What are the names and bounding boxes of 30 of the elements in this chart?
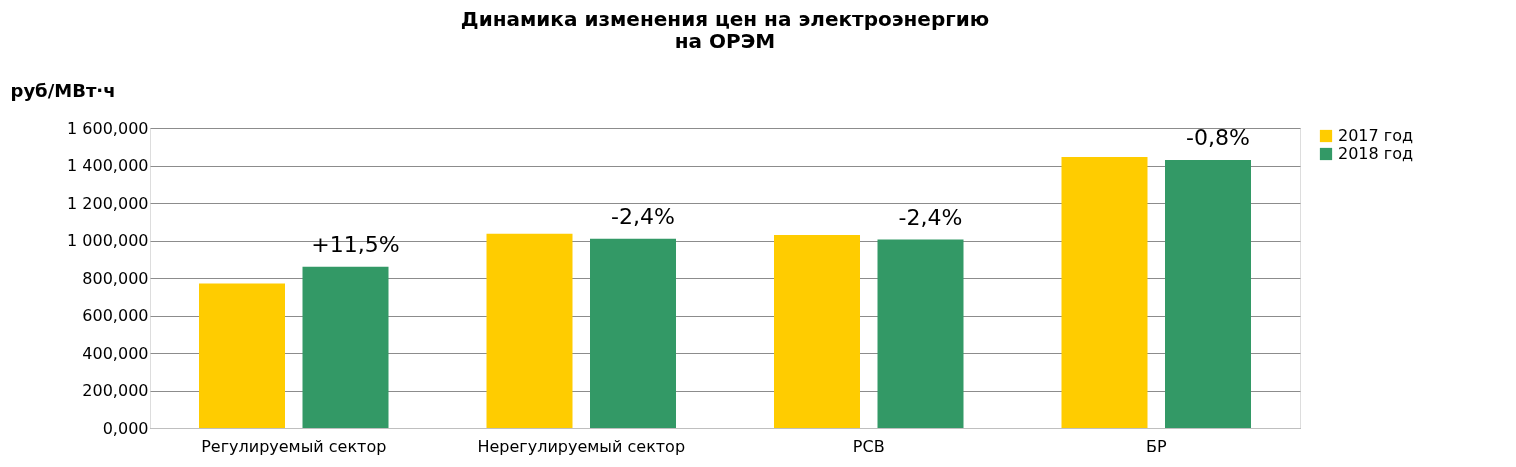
bar	[590, 238, 676, 428]
bar	[199, 283, 285, 428]
y-tick-label: 400,000	[82, 343, 149, 363]
text: на ОРЭМ	[674, 29, 776, 53]
y-tick-label: 1 200,000	[67, 193, 149, 213]
annotation: +11,5%	[311, 231, 400, 257]
y-tick-label: 200,000	[82, 381, 149, 400]
y-tick-label: 800,000	[82, 268, 149, 288]
bar	[486, 233, 573, 428]
y-axis-title: руб/МВт·ч	[10, 79, 116, 101]
legend-label: 2018 год	[1338, 144, 1414, 163]
x-tick-label: РСВ	[852, 436, 885, 456]
bar	[774, 234, 860, 428]
x-tick-label: Нерегулируемый сектор	[477, 436, 686, 456]
bar	[877, 239, 964, 428]
y-tick-label: 1 000,000	[67, 231, 149, 250]
annotation: -2,4%	[611, 203, 675, 229]
x-tick-label: БР	[1145, 436, 1167, 456]
annotation: -0,8%	[1186, 125, 1250, 151]
text: Динамика изменения цен на электроэнергию	[460, 7, 990, 31]
y-tick-label: 600,000	[82, 306, 149, 325]
legend-label: 2017 год	[1338, 126, 1414, 145]
y-tick-label: 1 600,000	[67, 118, 149, 138]
y-tick-label: 0,000	[102, 418, 149, 438]
bar	[302, 266, 389, 428]
y-tick-label: 1 400,000	[67, 156, 149, 175]
bar	[1061, 157, 1148, 428]
x-tick-label: Регулируемый сектор	[201, 436, 387, 456]
annotation: -2,4%	[898, 204, 963, 230]
bar	[1165, 160, 1251, 428]
